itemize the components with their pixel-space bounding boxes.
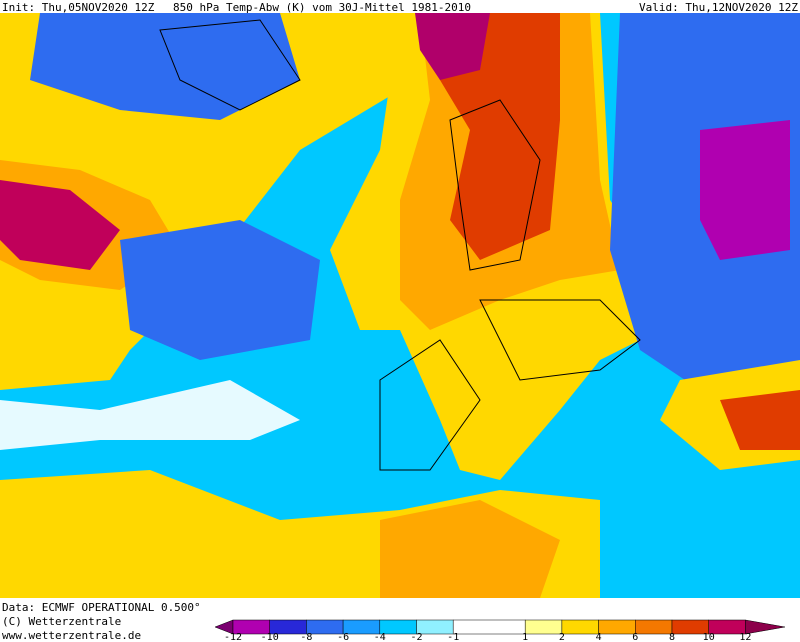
field-cold xyxy=(700,120,790,260)
colorbar-label: -12 xyxy=(224,632,242,642)
field-hot xyxy=(415,13,490,80)
colorbar-segment xyxy=(561,619,599,635)
copyright: (C) Wetterzentrale xyxy=(2,615,121,628)
colorbar-segment xyxy=(635,619,673,635)
colorbar-segment xyxy=(598,619,636,635)
coastline xyxy=(379,339,481,471)
field-cold xyxy=(120,220,320,360)
field-cold xyxy=(30,13,300,120)
coastline xyxy=(159,19,301,111)
coastline xyxy=(479,299,641,381)
colorbar-label: 12 xyxy=(739,632,751,642)
colorbar-label: 1 xyxy=(522,632,528,642)
field-warm xyxy=(0,13,420,390)
colorbar-label: -8 xyxy=(300,632,312,642)
colorbar-label: 4 xyxy=(596,632,602,642)
colorbar-label: -2 xyxy=(410,632,422,642)
colorbar-label: -6 xyxy=(337,632,349,642)
field-warm xyxy=(380,500,560,598)
field-hot xyxy=(720,390,800,450)
website: www.wetterzentrale.de xyxy=(2,629,141,642)
colorbar-label: -4 xyxy=(374,632,386,642)
colorbar-label: 2 xyxy=(559,632,565,642)
init-time: Init: Thu,05NOV2020 12Z xyxy=(2,1,155,14)
colorbar-segment xyxy=(452,619,526,635)
colorbar-label: 10 xyxy=(703,632,715,642)
valid-time: Valid: Thu,12NOV2020 12Z xyxy=(639,1,798,14)
colorbar-segment xyxy=(524,619,563,635)
colorbar: -12 -10 -8 -6 -4 -2 -1 1 2 4 6 8 10 12 xyxy=(214,619,786,642)
colorbar-label: 6 xyxy=(632,632,638,642)
colorbar-label: -10 xyxy=(261,632,279,642)
map-title: 850 hPa Temp-Abw (K) vom 30J-Mittel 1981… xyxy=(173,1,471,14)
field-neutral xyxy=(0,380,300,450)
field-hot xyxy=(0,180,120,270)
coastline xyxy=(449,99,541,271)
colorbar-label: -1 xyxy=(447,632,459,642)
colorbar-label: 8 xyxy=(669,632,675,642)
map xyxy=(0,13,800,598)
colorbar-arrow xyxy=(745,619,786,635)
data-source: Data: ECMWF OPERATIONAL 0.500° xyxy=(2,601,201,614)
header-bar xyxy=(0,0,800,13)
